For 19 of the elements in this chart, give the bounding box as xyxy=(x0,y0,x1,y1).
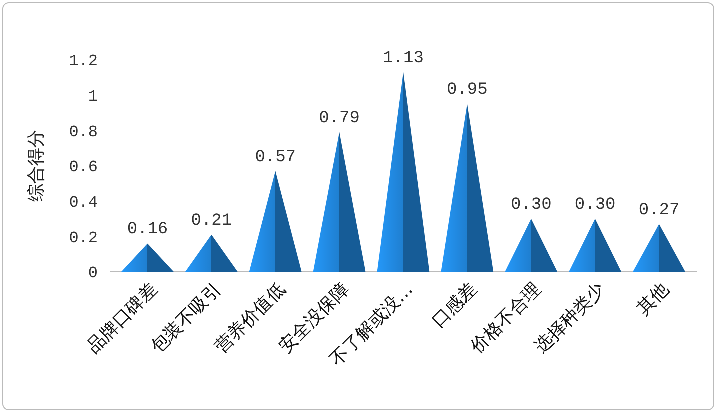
data-label: 1.13 xyxy=(383,49,424,68)
data-label: 0.21 xyxy=(191,212,232,231)
data-label: 0.27 xyxy=(638,201,680,220)
data-label: 0.79 xyxy=(319,109,360,128)
data-label: 0.57 xyxy=(255,148,296,168)
y-tick-label: 0.2 xyxy=(69,229,98,248)
y-tick-label: 0.4 xyxy=(69,194,98,212)
data-label: 0.95 xyxy=(447,81,488,100)
data-label: 0.30 xyxy=(574,196,616,215)
y-tick-label: 1.2 xyxy=(69,52,98,71)
x-tick-label: 口感差 xyxy=(428,279,482,332)
y-tick-label: 0 xyxy=(88,264,98,283)
y-tick-label: 1 xyxy=(88,88,98,106)
data-label: 0.16 xyxy=(127,220,168,240)
x-tick-label: 其他 xyxy=(632,279,674,320)
y-tick-label: 0.8 xyxy=(69,123,98,142)
y-axis-title: 综合得分 xyxy=(26,130,47,202)
y-tick-label: 0.6 xyxy=(69,158,98,177)
data-label: 0.30 xyxy=(510,196,552,215)
